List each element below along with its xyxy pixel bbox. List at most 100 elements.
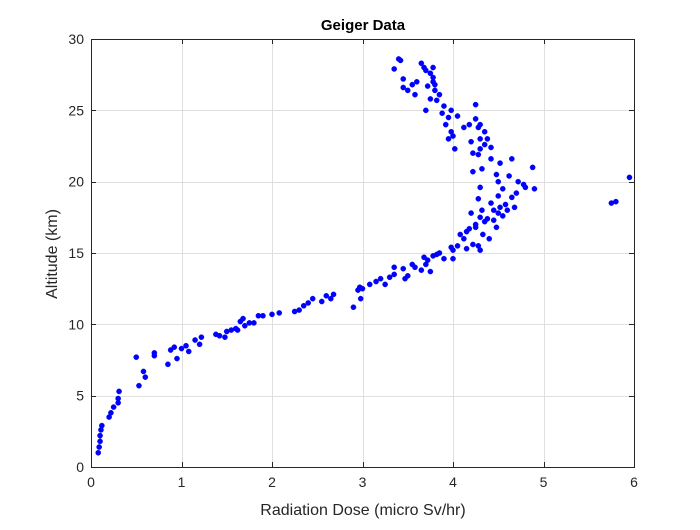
data-point xyxy=(328,295,334,302)
data-point xyxy=(359,285,366,292)
data-point xyxy=(99,422,105,429)
data-point xyxy=(350,304,357,311)
data-point xyxy=(400,84,407,91)
data-point xyxy=(472,221,479,228)
data-point xyxy=(296,307,302,313)
data-point xyxy=(95,449,102,456)
y-tick-label: 15 xyxy=(68,245,84,261)
x-tick-label: 3 xyxy=(359,474,367,490)
data-point xyxy=(377,275,384,282)
grid xyxy=(91,39,635,468)
y-tick-label: 30 xyxy=(68,31,84,47)
data-point xyxy=(441,255,447,262)
x-tick-label: 6 xyxy=(630,474,638,490)
data-point xyxy=(151,350,158,356)
data-point xyxy=(391,66,397,72)
data-point xyxy=(395,56,402,62)
data-point xyxy=(472,116,479,122)
data-point xyxy=(171,344,178,350)
data-point xyxy=(357,295,364,302)
data-point xyxy=(400,265,407,272)
data-point xyxy=(439,110,445,116)
data-point xyxy=(466,225,473,232)
data-point xyxy=(477,214,483,221)
data-point xyxy=(477,146,483,152)
data-point xyxy=(418,60,425,67)
data-point xyxy=(116,388,122,395)
data-point xyxy=(480,231,486,238)
data-point xyxy=(391,264,397,271)
data-point xyxy=(504,207,511,213)
data-point xyxy=(433,97,440,104)
data-point xyxy=(423,261,429,268)
data-point xyxy=(430,64,436,71)
y-tick-label: 5 xyxy=(76,388,84,404)
data-point xyxy=(499,185,506,192)
x-tick-label: 4 xyxy=(449,474,457,490)
data-point xyxy=(330,291,337,298)
x-axis-label: Radiation Dose (micro Sv/hr) xyxy=(260,502,465,519)
data-point xyxy=(490,207,497,213)
data-point xyxy=(468,138,474,145)
data-point xyxy=(488,144,494,151)
y-tick-label: 20 xyxy=(68,174,84,190)
data-point xyxy=(115,395,121,402)
data-point xyxy=(309,295,316,302)
data-point xyxy=(499,213,506,219)
data-point xyxy=(300,302,307,309)
data-point xyxy=(484,215,491,222)
data-point xyxy=(216,332,223,339)
data-point xyxy=(110,404,117,410)
data-point xyxy=(448,128,454,135)
data-point xyxy=(436,250,443,256)
data-point xyxy=(454,243,461,249)
data-point xyxy=(366,281,373,288)
data-point xyxy=(466,121,473,128)
data-point xyxy=(472,101,479,108)
data-point xyxy=(240,315,246,322)
data-point xyxy=(192,337,198,343)
data-point xyxy=(477,247,483,253)
data-point xyxy=(511,204,518,211)
data-point xyxy=(412,264,418,271)
data-point xyxy=(470,241,476,248)
data-point xyxy=(441,103,447,109)
data-point xyxy=(493,224,500,231)
data-point xyxy=(424,83,431,89)
data-point xyxy=(412,91,418,98)
x-tick-label: 5 xyxy=(540,474,548,490)
data-point xyxy=(613,198,619,205)
data-point xyxy=(461,124,467,131)
data-point xyxy=(452,146,458,152)
data-point xyxy=(488,200,494,206)
data-point xyxy=(251,320,257,326)
data-point xyxy=(497,204,503,211)
data-point xyxy=(450,255,456,262)
data-point xyxy=(470,168,476,175)
data-point xyxy=(457,231,464,238)
data-point xyxy=(404,273,411,279)
data-point xyxy=(450,247,456,253)
data-point xyxy=(427,268,434,275)
data-point xyxy=(461,235,467,242)
data-point xyxy=(234,327,241,333)
data-point xyxy=(400,76,407,82)
data-point xyxy=(178,345,185,352)
data-point xyxy=(430,74,436,81)
data-point xyxy=(323,292,330,299)
data-point xyxy=(418,267,425,273)
data-point xyxy=(488,156,494,162)
data-point xyxy=(481,128,488,135)
data-point xyxy=(493,171,500,178)
data-point xyxy=(436,91,443,98)
data-point xyxy=(463,245,470,252)
data-point xyxy=(475,151,482,158)
data-point xyxy=(448,107,454,114)
data-point xyxy=(386,274,393,281)
data-point xyxy=(276,310,283,316)
data-point xyxy=(185,348,192,355)
data-point xyxy=(391,271,397,278)
data-point xyxy=(423,107,429,114)
